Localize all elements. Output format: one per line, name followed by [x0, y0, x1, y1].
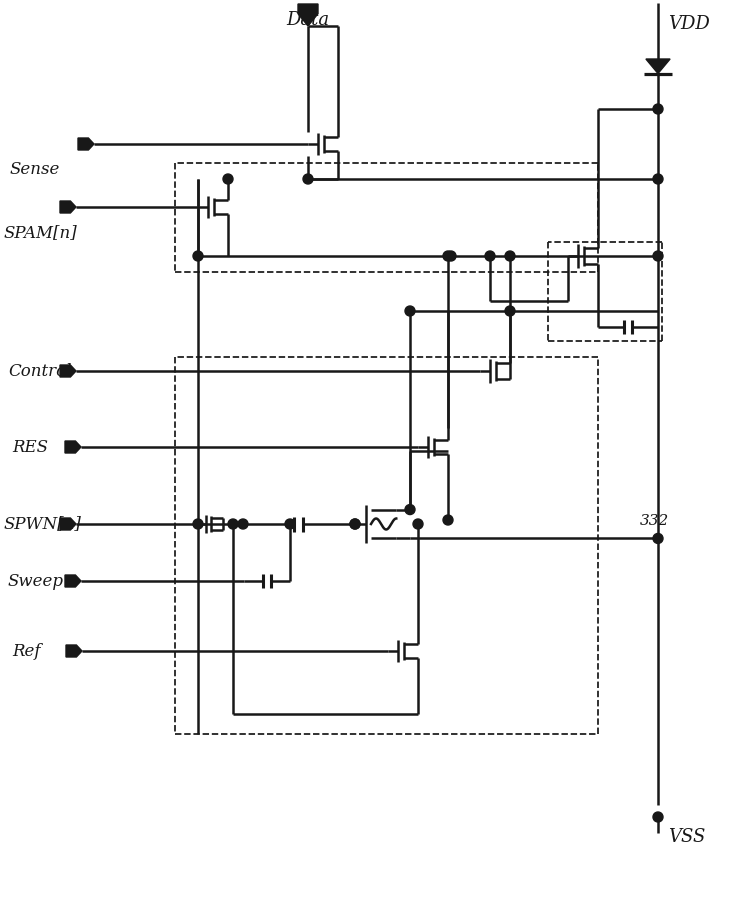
Circle shape: [653, 533, 663, 543]
Circle shape: [350, 519, 360, 529]
Polygon shape: [646, 59, 670, 74]
Text: Data: Data: [286, 11, 330, 29]
Text: SPWN[n]: SPWN[n]: [4, 515, 82, 532]
Circle shape: [223, 174, 233, 184]
Text: Control: Control: [8, 362, 72, 379]
Circle shape: [303, 174, 313, 184]
Circle shape: [485, 251, 495, 261]
Circle shape: [193, 251, 203, 261]
Circle shape: [228, 519, 238, 529]
Circle shape: [238, 519, 248, 529]
Text: VSS: VSS: [668, 828, 706, 846]
Polygon shape: [60, 365, 76, 377]
Circle shape: [443, 251, 453, 261]
Circle shape: [443, 515, 453, 525]
Polygon shape: [65, 575, 81, 587]
Circle shape: [285, 519, 295, 529]
Circle shape: [413, 519, 423, 529]
Circle shape: [505, 251, 515, 261]
Circle shape: [350, 519, 360, 529]
Text: Sweep: Sweep: [8, 573, 64, 590]
Polygon shape: [78, 138, 94, 150]
Circle shape: [505, 306, 515, 316]
Circle shape: [653, 104, 663, 114]
Polygon shape: [66, 645, 82, 657]
Circle shape: [653, 812, 663, 822]
Circle shape: [405, 306, 415, 316]
Text: SPAM[n]: SPAM[n]: [4, 225, 78, 242]
Text: Sense: Sense: [10, 161, 60, 177]
Polygon shape: [65, 441, 81, 453]
Text: RES: RES: [12, 439, 48, 456]
Circle shape: [405, 504, 415, 514]
Text: Ref: Ref: [12, 643, 41, 660]
Polygon shape: [60, 201, 76, 213]
Polygon shape: [60, 518, 76, 530]
Text: VDD: VDD: [668, 15, 710, 33]
Polygon shape: [298, 4, 318, 26]
Text: 332: 332: [640, 514, 669, 528]
Circle shape: [446, 251, 456, 261]
Circle shape: [193, 519, 203, 529]
Circle shape: [653, 251, 663, 261]
Circle shape: [653, 174, 663, 184]
